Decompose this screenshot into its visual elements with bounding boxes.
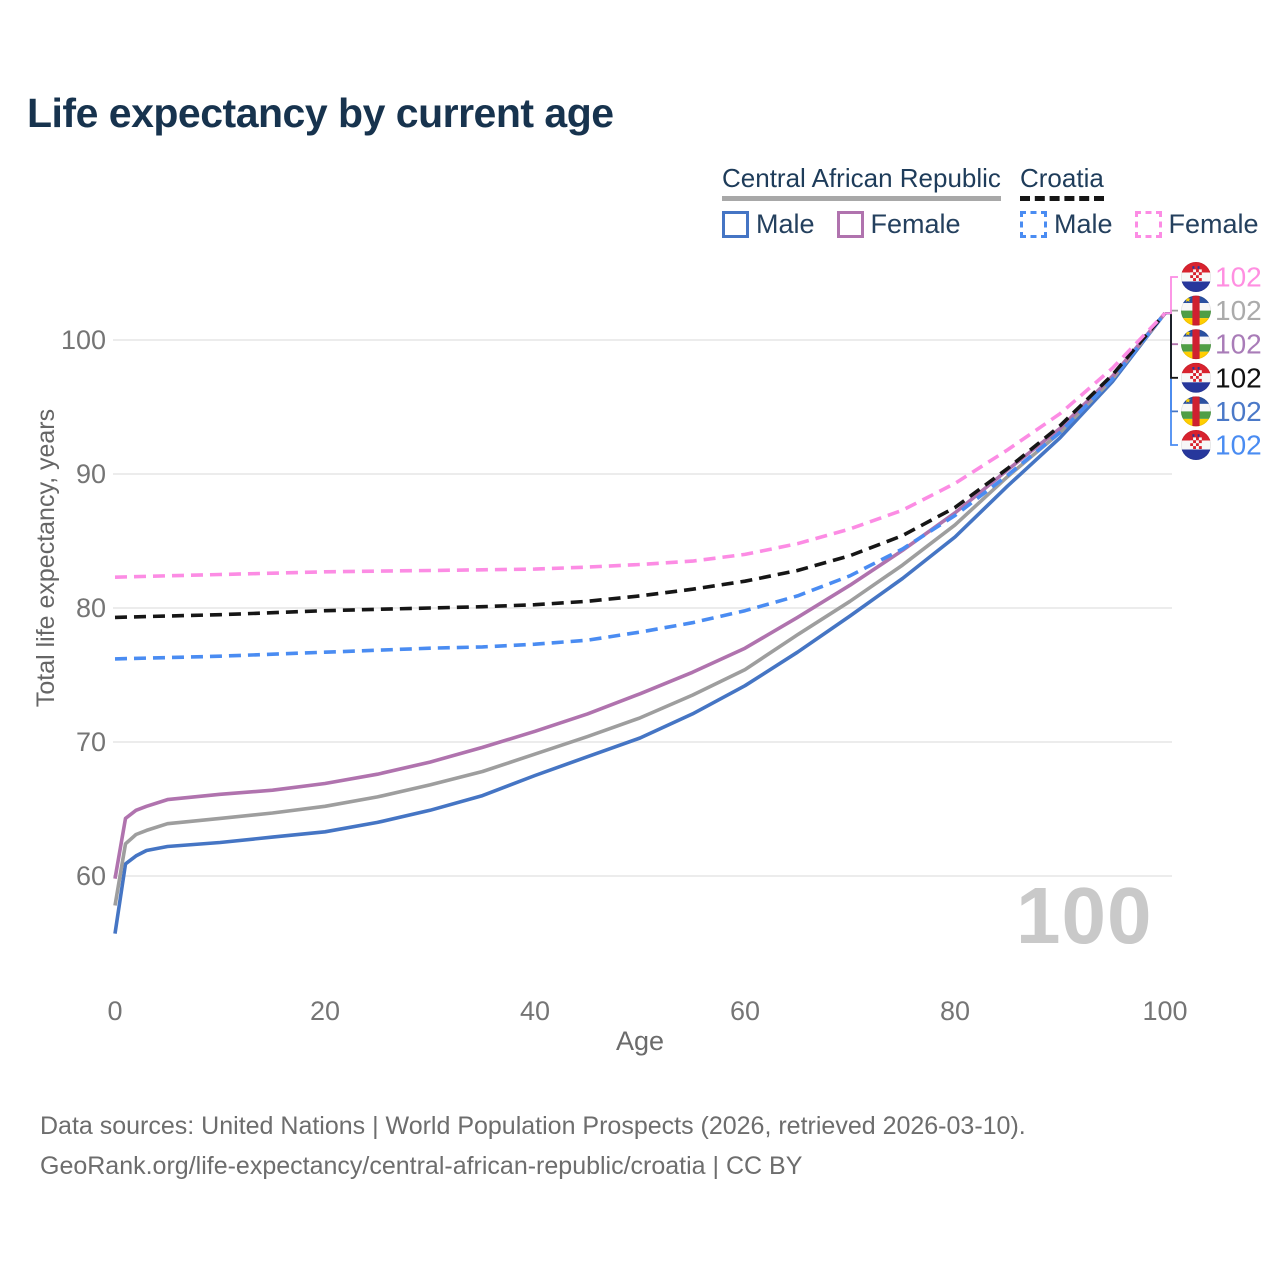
legend-group-title-croatia: Croatia [1020,163,1104,201]
central-african-republic-flag-icon [1181,396,1211,427]
x-tick-label-80: 80 [940,996,970,1026]
footer-source-url[interactable]: GeoRank.org/life-expectancy/central-afri… [40,1152,803,1180]
end-value-car-male: 102 [1215,396,1262,427]
end-label-hr-female: 102 [1181,262,1262,293]
line-car-male [113,312,1167,934]
y-tick-label-60: 60 [76,861,106,891]
car-male-swatch-icon [722,210,749,238]
car-female-swatch-icon [836,210,864,238]
croatia-flag-icon [1181,430,1211,460]
legend-group-title-central-african-republic: Central African Republic [722,163,1001,201]
end-value-hr-male: 102 [1215,430,1262,461]
legend-row-croatia: Male Female [1020,209,1280,239]
legend-item-croatia-female[interactable]: Female [1134,209,1259,239]
x-axis-title: Age [615,1026,665,1056]
current-age-watermark: 100 [1016,871,1153,960]
legend-item-label: Female [1168,209,1259,239]
y-axis-title: Total life expectancy, years [32,408,60,708]
leader-line-hr-female [1165,276,1178,315]
legend-item-car-male[interactable]: Male [722,209,815,239]
x-tick-label-20: 20 [310,996,340,1026]
line-car-both [113,312,1167,906]
central-african-republic-flag-icon [1181,329,1211,360]
end-value-car-both: 102 [1215,295,1262,326]
line-hr-female [114,311,1167,579]
end-label-car-male: 102 [1181,396,1262,427]
end-value-hr-both: 102 [1215,362,1262,393]
page-title: Life expectancy by current age [27,90,614,136]
y-tick-label-100: 100 [61,325,106,355]
legend-item-label: Male [1054,209,1113,239]
end-label-hr-male: 102 [1181,430,1262,461]
croatia-flag-icon [1181,262,1211,292]
end-value-hr-female: 102 [1215,262,1262,293]
legend-row-central-african-republic: Male Female [722,209,1001,239]
legend-item-label: Male [756,209,815,239]
end-label-car-female: 102 [1181,329,1262,360]
croatia-female-swatch-icon [1134,210,1162,238]
y-tick-label-80: 80 [76,593,106,623]
x-tick-label-100: 100 [1142,996,1187,1026]
end-value-car-female: 102 [1215,329,1262,360]
y-tick-label-70: 70 [76,727,106,757]
legend-item-car-female[interactable]: Female [836,209,961,239]
legend-group-croatia: Croatia Male Female [1020,163,1280,239]
footer: Data sources: United Nations | World Pop… [40,1106,1026,1186]
footer-data-sources: Data sources: United Nations | World Pop… [40,1112,1026,1140]
end-label-car-both: 102 [1181,295,1262,326]
x-tick-label-40: 40 [520,996,550,1026]
y-tick-label-90: 90 [76,459,106,489]
leader-line-hr-both [1165,312,1178,379]
x-tick-label-60: 60 [730,996,760,1026]
line-hr-male [114,312,1167,661]
central-african-republic-flag-icon [1181,295,1211,326]
croatia-flag-icon [1181,362,1211,393]
legend-item-croatia-male[interactable]: Male [1020,209,1113,239]
legend-group-central-african-republic: Central African Republic Male Female [722,163,1001,239]
line-car-female [113,312,1167,880]
croatia-male-swatch-icon [1020,210,1047,238]
end-label-hr-both: 102 [1181,362,1262,393]
line-hr-both [114,312,1167,620]
legend-item-label: Female [870,209,961,239]
x-tick-label-0: 0 [107,996,122,1026]
